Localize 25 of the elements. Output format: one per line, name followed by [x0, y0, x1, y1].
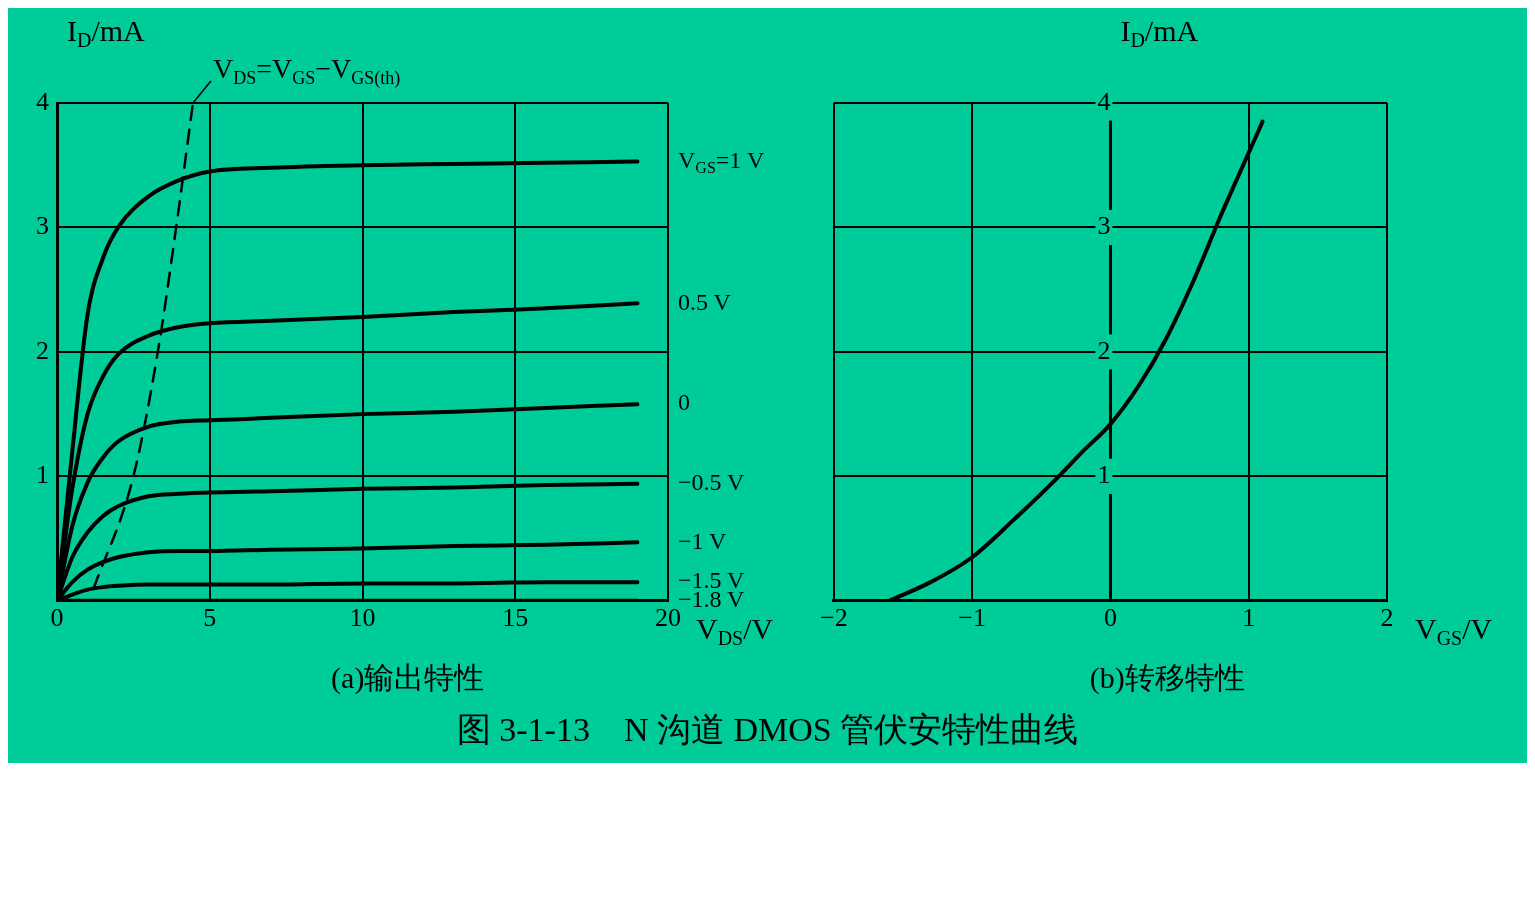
x-tick-label: −2: [820, 603, 848, 633]
y-tick-label: 4: [35, 86, 49, 116]
caption: 图 3-1-13 N 沟道 DMOS 管伏安特性曲线: [455, 710, 1080, 750]
x-tick-label: 1: [1242, 603, 1256, 633]
y-tick-label: 2: [35, 335, 49, 365]
series-label: 0.5 V: [677, 288, 732, 315]
y-tick-label: 4: [1097, 86, 1111, 116]
x-tick-label: 15: [502, 603, 528, 633]
series-label: 0: [677, 389, 690, 416]
series-label: −0.5 V: [677, 469, 745, 496]
y-tick-label: 1: [1097, 460, 1111, 490]
x-tick-label: 0: [50, 603, 64, 633]
y-tick-label: 3: [1097, 211, 1111, 241]
x-tick-label: 10: [349, 603, 376, 633]
y-tick-label: 1: [35, 460, 49, 490]
series-label: −1 V: [677, 527, 727, 554]
y-tick-label: 2: [1097, 335, 1111, 365]
text: (a)输出特性: [331, 660, 485, 696]
y-tick-label: 3: [35, 211, 49, 241]
x-tick-label: 20: [654, 603, 681, 633]
x-tick-label: 0: [1104, 603, 1118, 633]
x-tick-label: −1: [958, 603, 987, 633]
x-tick-label: 5: [203, 603, 216, 633]
text: (b)转移特性: [1089, 660, 1245, 696]
x-tick-label: 2: [1380, 603, 1394, 633]
